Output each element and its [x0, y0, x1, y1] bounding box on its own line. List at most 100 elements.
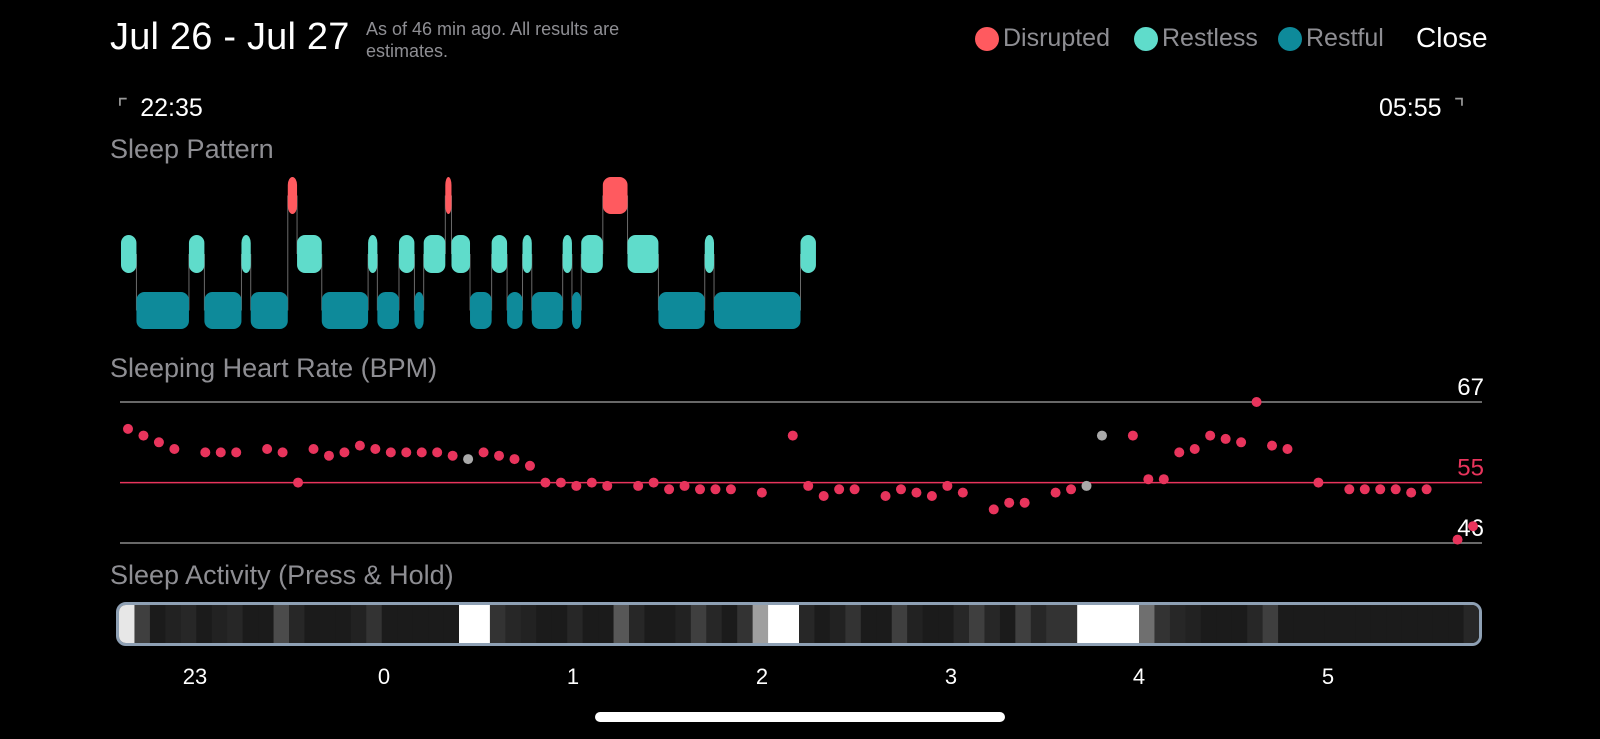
sleep-segment-restless: [241, 235, 251, 273]
activity-cell: [1077, 605, 1094, 643]
date-range-title: Jul 26 - Jul 27: [110, 16, 350, 58]
restless-dot-icon: [1134, 26, 1158, 51]
close-button[interactable]: Close: [1416, 22, 1488, 53]
sleep-pattern-chart[interactable]: [0, 170, 1600, 340]
sleep-segment-restful: [414, 292, 424, 329]
heart-rate-chart[interactable]: 675546: [0, 370, 1600, 550]
hr-point: [1452, 534, 1463, 545]
activity-cell: [876, 605, 893, 643]
hr-point: [432, 447, 443, 458]
activity-cell: [551, 605, 568, 643]
hr-point: [1174, 447, 1185, 458]
sleep-segment-restless: [627, 235, 659, 273]
activity-cell: [520, 605, 537, 643]
start-bracket-icon: ⌜: [117, 95, 129, 122]
sleep-segment-restless: [368, 235, 378, 273]
sleep-segment-restless: [491, 235, 508, 273]
activity-cell: [860, 605, 877, 643]
hr-point: [1406, 487, 1417, 498]
hr-point: [1282, 444, 1293, 454]
hr-point: [756, 487, 767, 498]
activity-cell: [1247, 605, 1264, 643]
hr-point: [1004, 497, 1015, 508]
hr-point: [478, 447, 489, 458]
hr-point: [1205, 430, 1216, 441]
sleep-segment-restless: [522, 235, 532, 273]
hr-point: [710, 484, 721, 495]
hr-point: [1421, 484, 1432, 495]
activity-cell: [412, 605, 429, 643]
activity-cell: [768, 605, 785, 643]
activity-cell: [335, 605, 352, 643]
end-bracket-icon: ⌝: [1453, 95, 1465, 122]
hr-point: [385, 447, 396, 458]
activity-cell: [752, 605, 769, 643]
hr-point: [1220, 433, 1231, 444]
activity-cell: [922, 605, 939, 643]
sleep-segment-restful: [658, 292, 705, 329]
activity-cell: [1417, 605, 1434, 643]
activity-cell: [304, 605, 321, 643]
hr-point: [695, 484, 706, 495]
activity-cell: [1355, 605, 1372, 643]
home-indicator[interactable]: [595, 712, 1005, 722]
activity-cell: [1309, 605, 1326, 643]
activity-cell: [567, 605, 584, 643]
sleep-activity-title: Sleep Activity (Press & Hold): [110, 560, 454, 590]
sleep-segment-disrupted: [445, 177, 452, 214]
activity-cell: [180, 605, 197, 643]
hr-point: [370, 444, 381, 454]
hr-point: [1143, 474, 1154, 485]
hr-point: [911, 487, 922, 498]
sleep-segment-restless: [121, 235, 137, 273]
activity-cell: [1386, 605, 1403, 643]
hr-point: [200, 447, 211, 458]
activity-cell: [1339, 605, 1356, 643]
end-time: 05:55 ⌝: [1379, 94, 1465, 123]
disrupted-dot-icon: [975, 26, 999, 51]
sleep-segment-restless: [562, 235, 572, 273]
hr-max-label: 67: [1457, 374, 1484, 401]
hr-point: [633, 480, 644, 491]
activity-cell: [1139, 605, 1156, 643]
heart-rate-title: Sleeping Heart Rate (BPM): [110, 353, 438, 383]
legend-restful-label: Restful: [1306, 24, 1384, 52]
activity-axis-tick: 1: [566, 664, 580, 689]
activity-axis-tick: 4: [1132, 664, 1146, 689]
hr-point: [1359, 484, 1370, 495]
hr-point: [416, 447, 427, 458]
activity-axis-tick: 2: [755, 664, 769, 689]
sleep-pattern-title: Sleep Pattern: [110, 134, 274, 164]
activity-cell: [165, 605, 182, 643]
hr-point: [1468, 521, 1478, 532]
hr-point: [586, 477, 597, 488]
activity-cell: [289, 605, 306, 643]
activity-cell: [443, 605, 460, 643]
hr-point: [849, 484, 860, 495]
activity-cell: [227, 605, 244, 643]
activity-cell: [1185, 605, 1202, 643]
start-time-label: 22:35: [140, 94, 203, 122]
activity-cell: [1463, 605, 1479, 643]
hr-point: [1189, 444, 1200, 454]
activity-axis-tick: 3: [944, 664, 958, 689]
activity-cell: [629, 605, 646, 643]
activity-cell: [659, 605, 676, 643]
activity-cell: [1370, 605, 1387, 643]
sleep-segment-restless: [297, 235, 322, 273]
sleep-activity-strip[interactable]: [116, 602, 1482, 646]
activity-cell: [1108, 605, 1125, 643]
sleep-segment-disrupted: [287, 177, 298, 214]
activity-cell: [273, 605, 290, 643]
activity-cell: [644, 605, 661, 643]
sleep-segment-restless: [451, 235, 471, 273]
hr-avg-label: 55: [1457, 455, 1484, 482]
activity-cell: [953, 605, 970, 643]
activity-cell: [489, 605, 506, 643]
activity-cell: [459, 605, 476, 643]
activity-cell: [1061, 605, 1078, 643]
hr-point: [1050, 487, 1061, 498]
activity-cell: [907, 605, 924, 643]
activity-cell: [149, 605, 166, 643]
hr-point: [679, 480, 690, 491]
